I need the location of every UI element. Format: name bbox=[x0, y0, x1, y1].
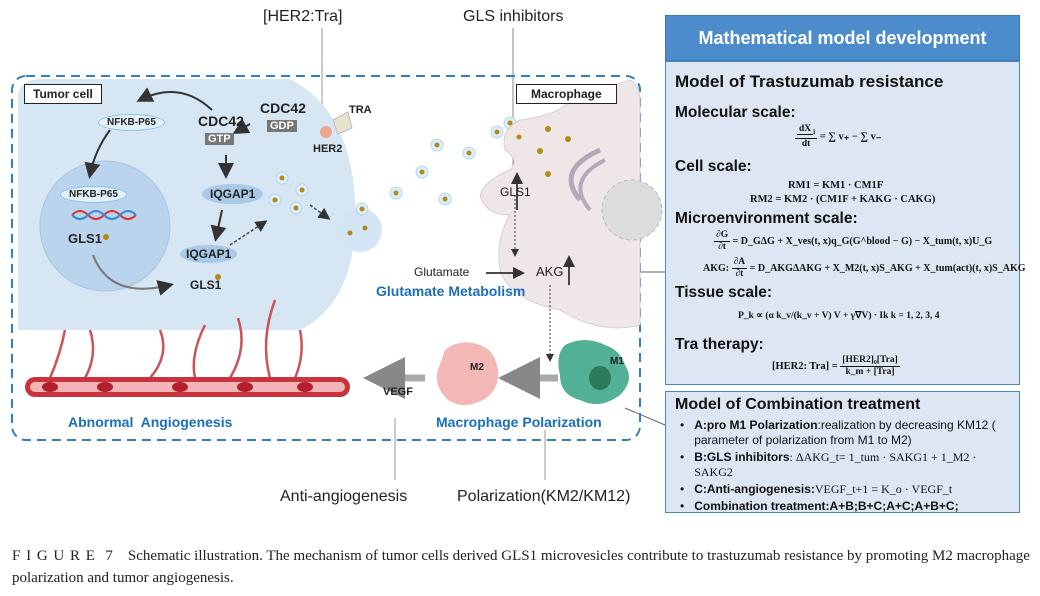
vegf-label: VEGF bbox=[383, 386, 413, 398]
cell-eq1: RM1 = KM1 · CM1F bbox=[788, 180, 884, 191]
her2-label: HER2 bbox=[313, 143, 343, 155]
combination-item: • A:pro M1 Polarization:realization by de… bbox=[680, 418, 996, 447]
gdp-label: GDP bbox=[267, 120, 297, 132]
nfkb-nucleus: NFKB-P65 bbox=[60, 186, 127, 203]
combination-item: • Combination treatment:A+B;B+C;A+C;A+B+C… bbox=[680, 499, 959, 513]
model-title: Model of Trastuzumab resistance bbox=[675, 72, 944, 91]
polarization-panel-line bbox=[624, 407, 666, 426]
m2-macrophage bbox=[436, 342, 499, 405]
figure-caption: F I G U R E 7 Schematic illustration. The… bbox=[12, 545, 1032, 589]
glutamate-metabolism-label: Glutamate Metabolism bbox=[376, 283, 526, 299]
resistance-model-panel bbox=[665, 61, 1020, 385]
cdc42-gdp: CDC42 bbox=[260, 100, 306, 116]
combination-title: Model of Combination treatment bbox=[675, 396, 921, 413]
combination-item: • B:GLS inhibitors: ΔAKG_t= 1_tum · SAKG1… bbox=[680, 450, 977, 479]
polarization-km-label: Polarization(KM2/KM12) bbox=[457, 488, 631, 505]
iqgap1: IQGAP1 bbox=[202, 184, 264, 204]
anti-angiogenesis-label: Anti-angiogenesis bbox=[280, 488, 408, 505]
tra-therapy-title: Tra therapy: bbox=[675, 336, 764, 353]
gls1-macrophage: GLS1 bbox=[500, 185, 531, 199]
combination-panel bbox=[665, 391, 1020, 513]
dashed-border bbox=[11, 75, 641, 441]
micro-title: Microenvironment scale: bbox=[675, 210, 858, 227]
macrophage-title: Macrophage bbox=[516, 84, 617, 104]
akg-label: AKG bbox=[536, 264, 564, 279]
gls-inhibitors-label: GLS inhibitors bbox=[463, 8, 564, 25]
her2-receptor bbox=[320, 126, 332, 138]
panel-header: Mathematical model development bbox=[665, 15, 1020, 61]
tra-antibody bbox=[332, 111, 353, 135]
tra-eq: [HER2: Tra] = [HER2]₀[Tra] k_m + [Tra] bbox=[772, 355, 900, 377]
tra-label: TRA bbox=[349, 104, 372, 116]
sprouting-vessels bbox=[48, 299, 303, 379]
macrophage-body bbox=[479, 79, 641, 329]
tissue-title: Tissue scale: bbox=[675, 284, 773, 301]
nfkb-cytoplasm: NFKB-P65 bbox=[98, 114, 165, 131]
her2-tra-label: [HER2:Tra] bbox=[263, 8, 343, 25]
abnormal-angiogenesis-label: Abnormal Angiogenesis bbox=[68, 414, 233, 430]
m2-label: M2 bbox=[470, 362, 484, 373]
iqgap1-vesicle: IQGAP1 bbox=[180, 245, 238, 263]
molecular-title: Molecular scale: bbox=[675, 104, 796, 121]
cell-eq2: RM2 = KM2 · (CM1F + KAKG · CAKG) bbox=[750, 194, 936, 205]
golgi bbox=[568, 147, 602, 202]
cdc42-gtp: CDC42 bbox=[198, 113, 244, 129]
budding-vesicle bbox=[338, 208, 382, 252]
glutamate-label: Glutamate bbox=[414, 265, 470, 279]
micro-eq1: ∂G ∂t = D_GΔG + X_ves(t, x)q_G(G^blood − … bbox=[714, 230, 993, 252]
micro-eq2: AKG: ∂A ∂t = D_AKGΔAKG + X_M2(t, x)S_AKG … bbox=[703, 257, 1026, 279]
tumor-cell-title: Tumor cell bbox=[24, 84, 102, 104]
nucleus bbox=[39, 160, 171, 292]
combination-item: • C:Anti-angiogenesis:VEGF_t+1 = K_o · VE… bbox=[680, 482, 953, 496]
macrophage-polarization-label: Macrophage Polarization bbox=[436, 414, 602, 430]
glutamine-granules bbox=[103, 120, 571, 280]
gtp-label: GTP bbox=[205, 133, 234, 145]
macrophage-nucleus bbox=[601, 179, 663, 241]
m1-label: M1 bbox=[610, 356, 624, 367]
molecular-equation: dX i dt = ∑ v₊ − ∑ v₋ bbox=[795, 124, 881, 150]
gls1-vesicle: GLS1 bbox=[190, 278, 222, 292]
gls1-nucleus: GLS1 bbox=[68, 231, 102, 246]
caption-label: F I G U R E 7 bbox=[12, 548, 114, 564]
tissue-eq: P_k ∝ (α k_v/(k_v + V) V + γ∇V) · Ik k =… bbox=[738, 311, 940, 321]
cell-title: Cell scale: bbox=[675, 158, 752, 175]
combination-list: • A:pro M1 Polarization:realization by de… bbox=[680, 418, 1015, 514]
caption-text: Schematic illustration. The mechanism of… bbox=[12, 548, 1030, 586]
